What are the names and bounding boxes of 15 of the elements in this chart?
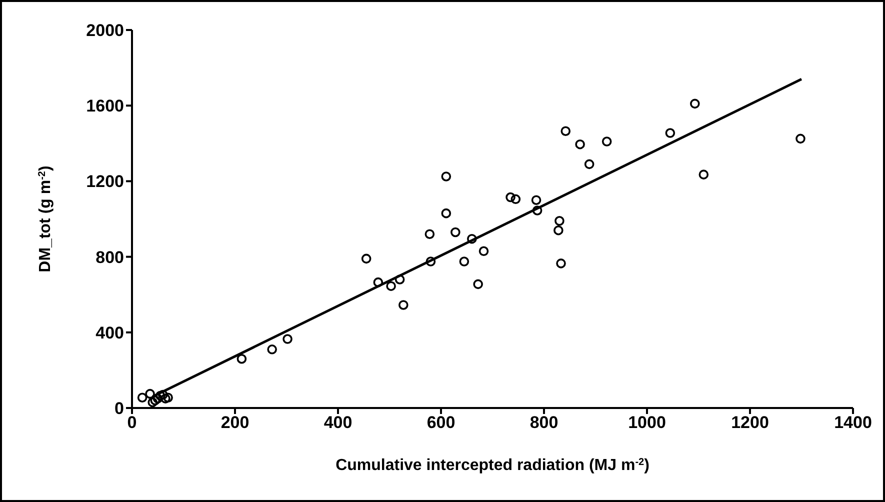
x-tick-label: 200 bbox=[220, 413, 250, 432]
y-tick-label: 1600 bbox=[86, 96, 124, 116]
x-tick-label: 1400 bbox=[834, 413, 872, 432]
x-tick-label: 1000 bbox=[628, 413, 666, 432]
y-tick-label: 2000 bbox=[86, 21, 124, 40]
y-tick-label: 1200 bbox=[86, 172, 124, 192]
x-tick-label: 1200 bbox=[731, 413, 769, 432]
x-tick-label: 600 bbox=[426, 413, 456, 432]
x-tick-label: 800 bbox=[530, 413, 558, 432]
y-tick-label: 400 bbox=[96, 323, 124, 342]
x-axis-title: Cumulative intercepted radiation (MJ m$^{-2}$) bbox=[336, 456, 650, 474]
x-tick-label: 0 bbox=[127, 413, 137, 432]
x-tick-label: 400 bbox=[324, 413, 352, 432]
y-tick-label: 800 bbox=[96, 248, 124, 267]
y-tick-label: 0 bbox=[114, 399, 124, 418]
